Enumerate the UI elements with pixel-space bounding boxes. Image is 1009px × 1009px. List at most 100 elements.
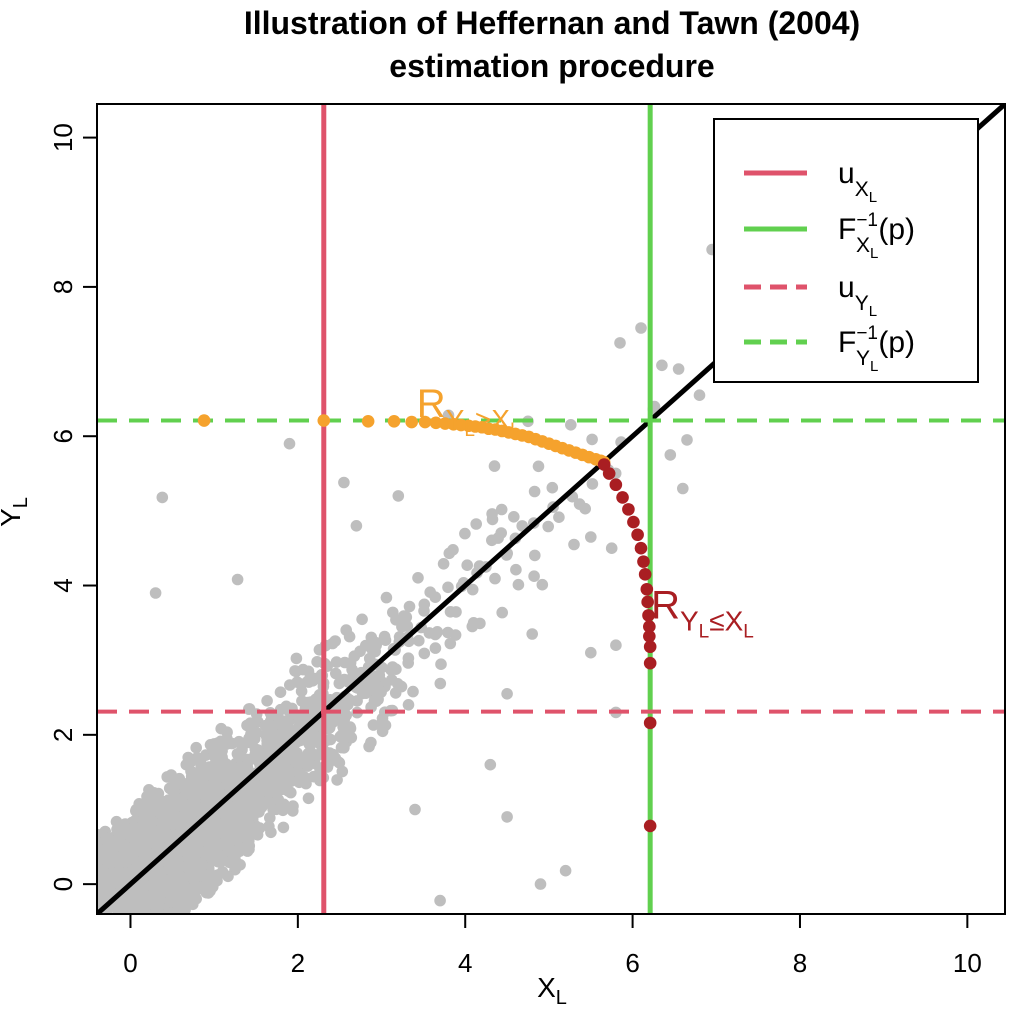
y-tick-label: 4 xyxy=(48,578,78,592)
x-tick-label: 0 xyxy=(123,948,137,978)
data-point xyxy=(429,642,442,654)
data-point xyxy=(343,630,356,643)
data-point xyxy=(403,600,416,613)
data-point xyxy=(281,764,293,776)
data-point xyxy=(450,606,462,618)
data-point xyxy=(201,827,214,839)
data-point xyxy=(266,781,279,793)
data-points-layer xyxy=(97,243,746,914)
data-point xyxy=(221,760,234,773)
data-point xyxy=(510,563,522,576)
data-point xyxy=(376,725,389,738)
data-point xyxy=(149,900,162,912)
data-point xyxy=(526,628,538,640)
data-point xyxy=(302,792,315,805)
data-point xyxy=(242,753,254,766)
data-point xyxy=(186,891,199,904)
data-point xyxy=(148,787,160,799)
region-annotation: RYL>XL xyxy=(417,382,521,441)
data-point xyxy=(484,758,497,771)
data-point xyxy=(579,502,591,515)
data-point xyxy=(605,542,618,554)
data-point xyxy=(495,503,508,516)
region-below-point xyxy=(634,541,648,555)
data-point xyxy=(222,870,234,883)
chart-title-line-2: estimation procedure xyxy=(389,48,714,84)
data-point xyxy=(172,890,184,903)
legend-label: F−1 XL(p) xyxy=(838,210,915,262)
region-below-point xyxy=(622,503,635,516)
data-point xyxy=(259,772,271,785)
region-below-point xyxy=(627,515,640,529)
data-point xyxy=(365,736,377,749)
data-point xyxy=(302,665,315,678)
data-point xyxy=(546,481,559,494)
data-point xyxy=(508,511,520,523)
region-annotation: RYL≤XL xyxy=(651,583,754,642)
data-point xyxy=(331,774,343,786)
data-point xyxy=(171,906,184,914)
data-point xyxy=(529,549,541,562)
legend-label: F−1 YL(p) xyxy=(838,323,915,375)
data-point xyxy=(254,795,267,807)
region-above-point xyxy=(429,416,443,430)
data-point xyxy=(251,785,264,797)
data-point xyxy=(201,766,213,778)
data-point xyxy=(261,695,273,707)
data-point xyxy=(345,731,358,744)
x-tick-label: 4 xyxy=(458,948,472,978)
region-curve-layer xyxy=(197,414,657,833)
data-point xyxy=(283,437,296,450)
data-point xyxy=(251,747,264,760)
region-below-point xyxy=(602,467,616,480)
data-point xyxy=(330,656,343,668)
data-point xyxy=(614,337,626,349)
data-point xyxy=(442,581,454,594)
data-point xyxy=(274,703,287,716)
data-point xyxy=(351,695,363,707)
data-point xyxy=(157,808,169,821)
data-point xyxy=(326,637,339,650)
region-below-point xyxy=(643,819,657,833)
data-point xyxy=(693,389,706,402)
region-below-point xyxy=(642,609,655,622)
data-point xyxy=(133,804,145,816)
data-point xyxy=(354,645,366,658)
data-point xyxy=(385,674,398,686)
data-point xyxy=(585,646,597,659)
data-point xyxy=(380,591,393,604)
data-point xyxy=(149,587,162,599)
data-point xyxy=(447,544,459,556)
data-point xyxy=(466,583,479,596)
data-point xyxy=(396,621,408,633)
data-point xyxy=(435,658,447,670)
chart-title-line-1: Illustration of Heffernan and Tawn (2004… xyxy=(244,5,860,41)
data-point xyxy=(164,853,176,866)
data-point xyxy=(488,460,501,472)
data-point xyxy=(412,572,424,584)
data-point xyxy=(118,908,130,914)
data-point xyxy=(277,821,290,834)
data-point xyxy=(437,558,450,570)
region-below-point xyxy=(640,582,654,596)
data-point xyxy=(120,868,133,880)
data-point xyxy=(100,833,112,846)
data-point xyxy=(677,482,689,495)
data-point xyxy=(155,866,167,878)
data-point xyxy=(185,772,198,784)
data-point xyxy=(97,877,109,889)
data-point xyxy=(243,819,255,831)
data-point xyxy=(161,771,173,783)
region-below-point xyxy=(638,568,652,581)
data-point xyxy=(449,629,462,641)
region-below-point xyxy=(643,716,657,730)
data-point xyxy=(219,839,231,852)
data-point xyxy=(147,835,160,848)
data-point xyxy=(532,460,545,473)
data-point xyxy=(664,449,677,461)
data-point xyxy=(188,789,200,801)
data-point xyxy=(459,527,471,540)
